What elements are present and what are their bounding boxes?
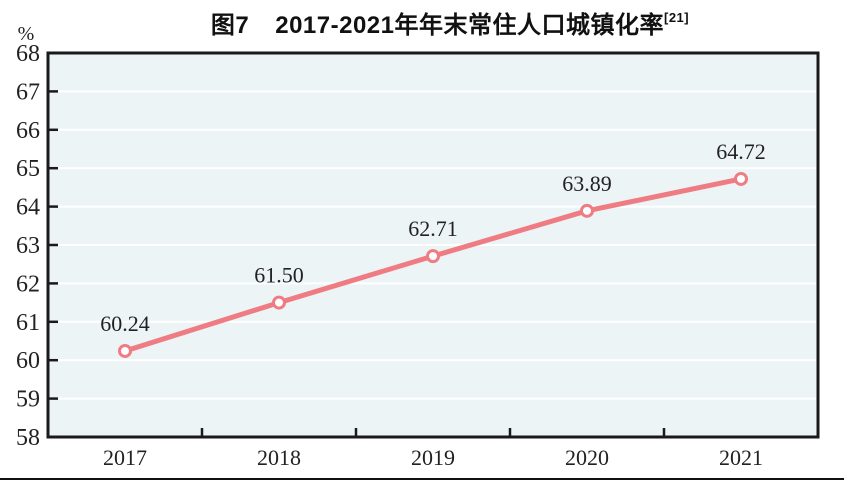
y-tick-label-68: 68 [16, 41, 40, 67]
data-point-label-2021: 64.72 [716, 139, 766, 164]
y-tick-label-58: 58 [16, 425, 40, 451]
y-tick-label-62: 62 [16, 271, 40, 297]
title-footnote-ref: [21] [664, 10, 690, 25]
data-point-label-2019: 62.71 [408, 216, 458, 241]
data-point-marker-2018 [272, 295, 286, 310]
page-divider-line [0, 478, 844, 480]
data-point-marker-2021 [734, 171, 748, 186]
x-tick-label-2021: 2021 [719, 445, 763, 470]
chart-title: 图7 2017-2021年年末常住人口城镇化率[21] [0, 5, 844, 40]
data-point-marker-2017 [118, 343, 132, 358]
y-tick-label-59: 59 [16, 387, 40, 413]
x-tick-label-2017: 2017 [103, 445, 147, 470]
data-point-label-2020: 63.89 [562, 171, 612, 196]
x-tick-label-2018: 2018 [257, 445, 301, 470]
y-tick-label-66: 66 [16, 118, 40, 144]
x-tick-label-2019: 2019 [411, 445, 455, 470]
data-point-label-2017: 60.24 [100, 311, 150, 336]
data-point-label-2018: 61.50 [254, 263, 304, 288]
y-tick-label-64: 64 [16, 195, 40, 221]
y-tick-label-67: 67 [16, 79, 40, 105]
x-tick-label-2020: 2020 [565, 445, 609, 470]
y-tick-label-65: 65 [16, 156, 40, 182]
data-point-marker-2020 [580, 203, 594, 218]
y-tick-label-60: 60 [16, 348, 40, 374]
y-axis-unit-label: % [17, 23, 35, 45]
figure-number: 图7 [210, 12, 250, 39]
y-tick-label-61: 61 [16, 310, 40, 336]
plot-border [46, 51, 820, 439]
y-tick-label-63: 63 [16, 233, 40, 259]
title-text: 2017-2021年年末常住人口城镇化率 [275, 12, 664, 39]
data-point-marker-2019 [426, 249, 440, 264]
